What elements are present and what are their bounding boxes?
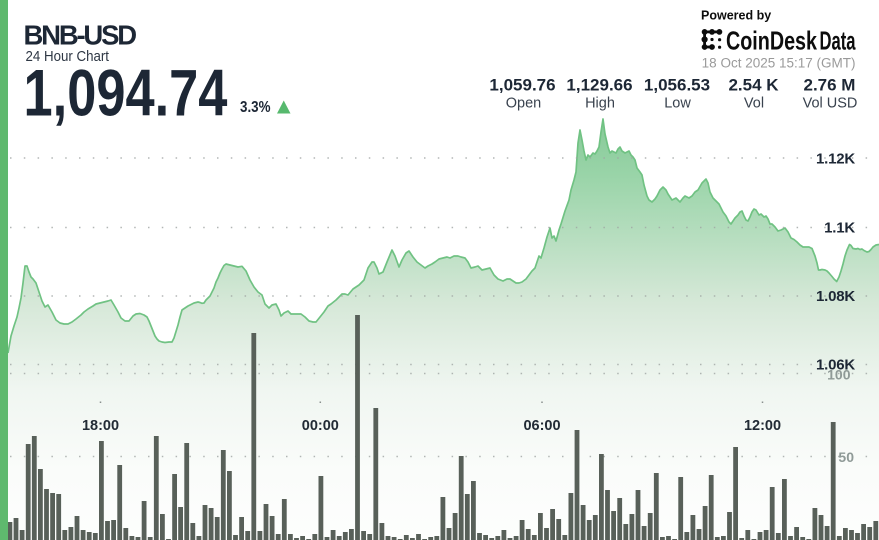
svg-text:Vol: Vol <box>744 96 764 112</box>
svg-text:1.06K: 1.06K <box>816 357 855 374</box>
svg-text:Powered by: Powered by <box>701 9 771 23</box>
svg-text:1,056.53: 1,056.53 <box>644 76 710 95</box>
svg-text:BNB-USD: BNB-USD <box>24 20 137 51</box>
svg-text:18:00: 18:00 <box>82 418 119 434</box>
svg-text:50: 50 <box>838 449 854 465</box>
svg-text:1.12K: 1.12K <box>816 151 855 168</box>
svg-text:24 Hour Chart: 24 Hour Chart <box>26 49 110 65</box>
svg-text:18 Oct 2025 15:17 (GMT): 18 Oct 2025 15:17 (GMT) <box>702 56 856 71</box>
svg-text:CoinDesk: CoinDesk <box>726 25 817 55</box>
svg-text:1.1K: 1.1K <box>824 220 855 237</box>
svg-text:1.08K: 1.08K <box>816 288 855 305</box>
svg-text:1,094.74: 1,094.74 <box>24 56 228 130</box>
svg-text:Open: Open <box>506 96 541 112</box>
svg-text:2.54 K: 2.54 K <box>728 76 779 95</box>
svg-text:High: High <box>585 96 615 112</box>
svg-text:3.3%: 3.3% <box>240 99 271 116</box>
svg-text:00:00: 00:00 <box>302 418 339 434</box>
svg-text:100: 100 <box>827 367 851 383</box>
svg-text:Data: Data <box>820 25 856 55</box>
svg-text:1,059.76: 1,059.76 <box>489 76 555 95</box>
svg-text:Low: Low <box>664 96 691 112</box>
svg-text:2.76 M: 2.76 M <box>804 76 856 95</box>
svg-text:1,129.66: 1,129.66 <box>566 76 632 95</box>
svg-text:12:00: 12:00 <box>744 418 781 434</box>
svg-text:Vol USD: Vol USD <box>803 96 858 112</box>
svg-text:06:00: 06:00 <box>523 418 560 434</box>
